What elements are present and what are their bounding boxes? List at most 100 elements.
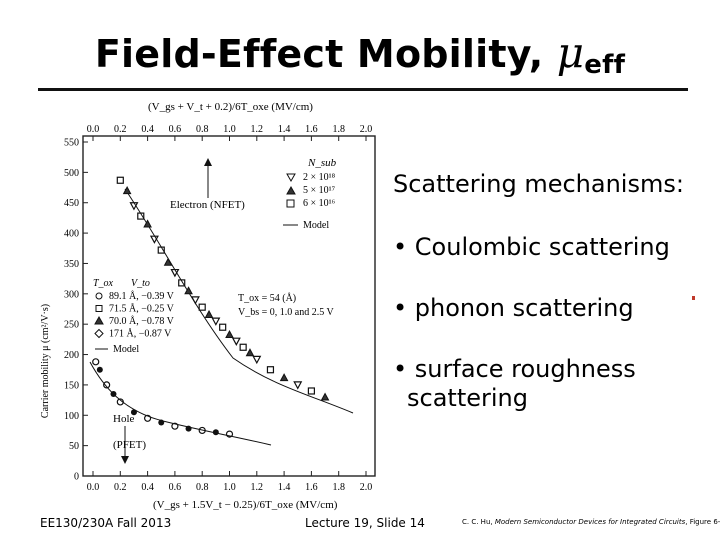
bullet-surface-roughness: • surface roughness [393,355,636,383]
top-tick-label: 0.2 [114,124,127,135]
electron-point [307,387,315,395]
nsub-marker-icon [286,199,295,208]
hole-label: Hole [113,413,135,425]
electron-point [170,268,180,278]
hole-model-legend-label: Model [113,344,139,355]
top-tick-label: 0.4 [141,124,154,135]
electron-point [149,235,159,244]
hole-point [198,426,206,435]
electron-point [184,286,193,295]
hole-point [185,425,192,432]
electron-point [137,212,145,220]
top-tick-label: 1.6 [305,124,318,135]
electron-point [293,381,303,390]
hole-marker-icon [95,292,103,300]
hole-point [225,430,234,438]
top-tick-label: 1.2 [251,124,263,135]
hole-legend: 89.1 Å, −0.39 V71.5 Å, −0.25 V70.0 Å, −0… [94,290,175,340]
top-tick-label: 0.0 [87,124,100,135]
slide-title: Field-Effect Mobility, μeff [0,28,720,80]
hole-legend-entry: 71.5 Å, −0.25 V [109,303,175,315]
bottom-tick-label: 0.4 [141,482,154,493]
bottom-tick-label: 1.2 [251,482,263,493]
electron-point [252,355,262,365]
hole-marker-icon [94,315,104,325]
y-tick-label: 50 [69,441,79,452]
electron-point [320,392,330,401]
top-tick-label: 0.6 [169,124,182,135]
electron-point [211,317,221,326]
bottom-tick-label: 1.0 [223,482,236,493]
title-underline [38,88,688,91]
y-tick-label: 150 [64,380,79,391]
electron-label: Electron (NFET) [170,199,245,211]
electron-point [122,186,132,195]
bottom-tick-label: 1.6 [305,482,318,493]
lecture-footer: Lecture 19, Slide 14 [305,516,425,530]
electron-point [231,337,241,346]
electron-point [219,323,227,331]
bullet-surface-roughness-cont: scattering [407,384,528,412]
top-tick-label: 0.8 [196,124,209,135]
vto-header: V_to [131,278,150,289]
model-legend-label: Model [303,220,329,231]
y-tick-label: 450 [64,198,79,209]
mobility-chart: (V_gs + V_t + 0.2)/6T_oxe (MV/cm) Carrie… [33,96,393,526]
hole-point [171,422,179,430]
electron-point [190,296,200,305]
hole-data-points [92,358,234,438]
electron-point [178,279,186,287]
ref-author: C. C. Hu, [462,518,495,526]
bottom-tick-label: 0.2 [114,482,127,493]
tox-header: T_ox [93,278,114,289]
hole-point [110,391,117,398]
hole-arrowhead-icon [121,456,129,464]
electron-point [198,303,206,311]
y-tick-label: 400 [64,229,79,240]
y-tick-label: 550 [64,138,79,149]
vbs-note: V_bs = 0, 1.0 and 2.5 V [238,307,335,318]
hole-point [103,381,111,389]
bottom-tick-label: 0.8 [196,482,209,493]
y-tick-label: 500 [64,168,79,179]
top-tick-labels: 0.0 0.2 0.4 0.6 0.8 1.0 1.2 1.4 1.6 1.8 2.0 [87,124,373,135]
mu-symbol: μ [556,28,585,77]
bullet-coulombic: • Coulombic scattering [393,233,670,261]
electron-point [266,366,275,374]
hole-point [158,419,165,426]
top-axis-label: (V_gs + V_t + 0.2)/6T_oxe (MV/cm) [148,101,313,113]
y-tick-label: 300 [64,289,79,300]
top-tick-label: 1.4 [278,124,291,135]
nsub-marker-icon [286,185,296,195]
y-tick-label: 100 [64,411,79,422]
title-text: Field-Effect Mobility, [94,32,557,76]
electron-point [129,202,139,211]
figure-reference: C. C. Hu, Modern Semiconductor Devices f… [462,518,720,526]
hole-legend-entry: 70.0 Å, −0.78 V [109,315,175,327]
bottom-axis-label: (V_gs + 1.5V_t − 0.25)/6T_oxe (MV/cm) [153,499,338,511]
hole-point [212,429,219,436]
nsub-value: 2 × 10¹⁸ [303,172,336,183]
electron-model-curve [124,188,354,414]
pfet-label: (PFET) [113,439,146,451]
bottom-tick-label: 0.6 [169,482,182,493]
scattering-heading: Scattering mechanisms: [393,170,684,198]
hole-point [92,358,100,366]
top-tick-label: 1.0 [223,124,236,135]
nsub-value: 5 × 10¹⁷ [303,185,336,196]
electron-point [157,246,165,254]
electron-point [225,329,234,339]
bottom-tick-label: 2.0 [360,482,373,493]
hole-marker-icon [95,305,103,312]
nsub-value: 6 × 10¹⁶ [303,198,336,209]
y-tick-label: 350 [64,259,79,270]
electron-arrowhead-icon [204,158,212,166]
bullet-phonon: • phonon scattering [393,294,634,322]
y-tick-label: 200 [64,350,79,361]
electron-point [204,309,214,318]
tox-note: T_ox = 54 (Å) [238,292,296,304]
top-tick-label: 2.0 [360,124,373,135]
electron-point [239,343,247,351]
electron-point [279,373,289,382]
electron-point [116,176,124,184]
